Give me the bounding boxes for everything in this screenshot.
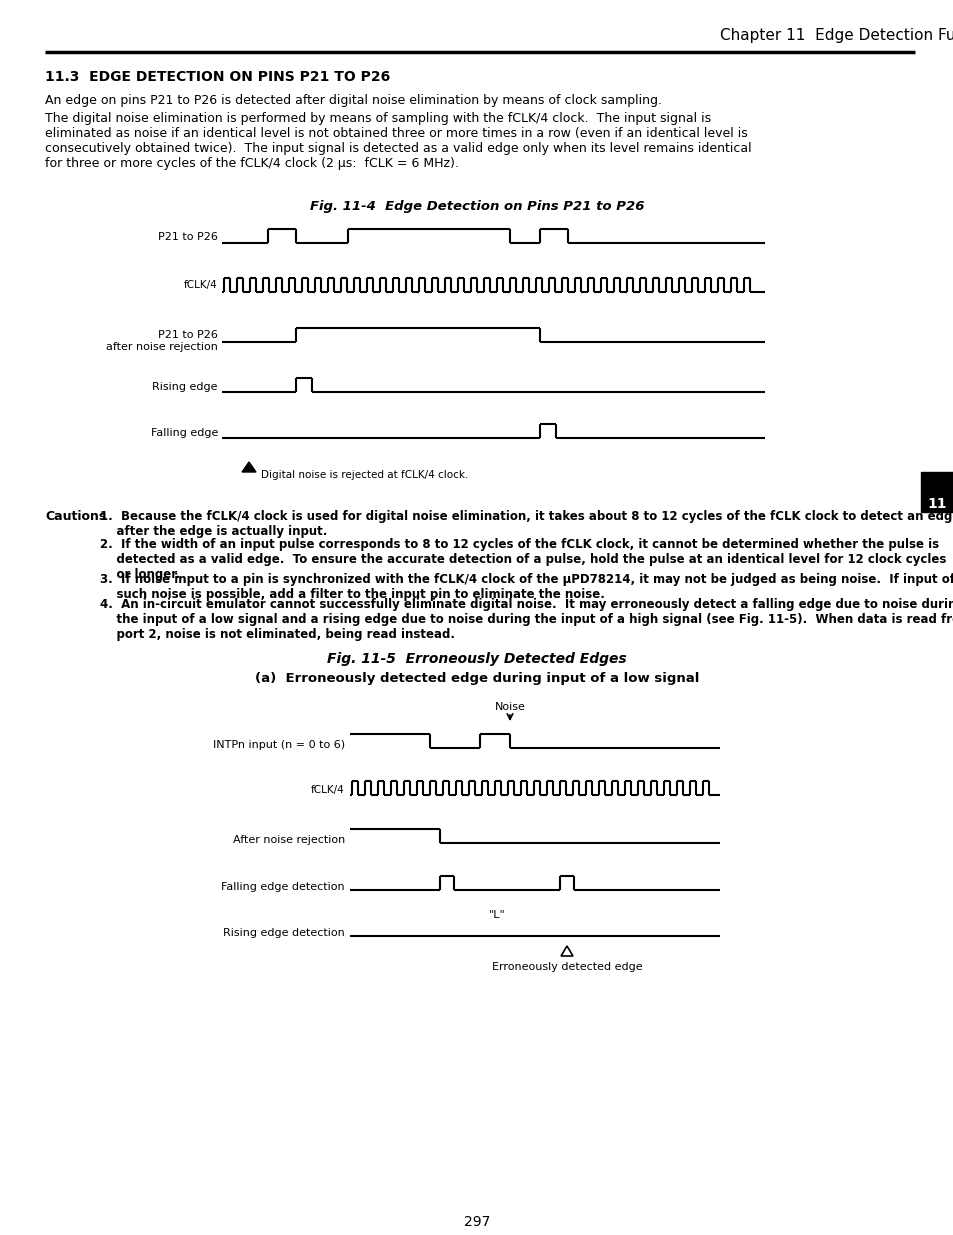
Text: An edge on pins P21 to P26 is detected after digital noise elimination by means : An edge on pins P21 to P26 is detected a… bbox=[45, 94, 661, 107]
Polygon shape bbox=[242, 462, 255, 472]
Text: 4.  An in-circuit emulator cannot successfully eliminate digital noise.  It may : 4. An in-circuit emulator cannot success… bbox=[100, 598, 953, 641]
Text: Noise: Noise bbox=[494, 701, 525, 713]
Text: Fig. 11-4  Edge Detection on Pins P21 to P26: Fig. 11-4 Edge Detection on Pins P21 to … bbox=[310, 200, 643, 212]
Text: Digital noise is rejected at fCLK/4 clock.: Digital noise is rejected at fCLK/4 cloc… bbox=[261, 471, 468, 480]
Text: "L": "L" bbox=[488, 910, 505, 920]
Text: Chapter 11  Edge Detection Function: Chapter 11 Edge Detection Function bbox=[720, 28, 953, 43]
Bar bbox=[920, 472, 953, 513]
Text: 2.  If the width of an input pulse corresponds to 8 to 12 cycles of the fCLK clo: 2. If the width of an input pulse corres… bbox=[100, 538, 945, 580]
Polygon shape bbox=[560, 946, 573, 956]
Text: Erroneously detected edge: Erroneously detected edge bbox=[491, 962, 641, 972]
Text: 11: 11 bbox=[926, 496, 945, 511]
Text: P21 to P26: P21 to P26 bbox=[158, 330, 218, 340]
Text: fCLK/4: fCLK/4 bbox=[311, 785, 345, 795]
Text: 3.  If noise input to a pin is synchronized with the fCLK/4 clock of the μPD7821: 3. If noise input to a pin is synchroniz… bbox=[100, 573, 953, 601]
Text: 297: 297 bbox=[463, 1215, 490, 1229]
Text: fCLK/4: fCLK/4 bbox=[184, 280, 218, 290]
Text: Falling edge: Falling edge bbox=[151, 429, 218, 438]
Text: After noise rejection: After noise rejection bbox=[233, 835, 345, 845]
Text: Rising edge: Rising edge bbox=[152, 382, 218, 391]
Text: Fig. 11-5  Erroneously Detected Edges: Fig. 11-5 Erroneously Detected Edges bbox=[327, 652, 626, 666]
Text: (a)  Erroneously detected edge during input of a low signal: (a) Erroneously detected edge during inp… bbox=[254, 672, 699, 685]
Text: 1.  Because the fCLK/4 clock is used for digital noise elimination, it takes abo: 1. Because the fCLK/4 clock is used for … bbox=[100, 510, 953, 538]
Text: Rising edge detection: Rising edge detection bbox=[223, 927, 345, 939]
Text: The digital noise elimination is performed by means of sampling with the fCLK/4 : The digital noise elimination is perform… bbox=[45, 112, 751, 170]
Text: INTPn input (n = 0 to 6): INTPn input (n = 0 to 6) bbox=[213, 740, 345, 750]
Text: P21 to P26: P21 to P26 bbox=[158, 232, 218, 242]
Text: after noise rejection: after noise rejection bbox=[106, 342, 218, 352]
Text: 11.3  EDGE DETECTION ON PINS P21 TO P26: 11.3 EDGE DETECTION ON PINS P21 TO P26 bbox=[45, 70, 390, 84]
Text: Falling edge detection: Falling edge detection bbox=[221, 882, 345, 892]
Text: Cautions: Cautions bbox=[45, 510, 106, 522]
